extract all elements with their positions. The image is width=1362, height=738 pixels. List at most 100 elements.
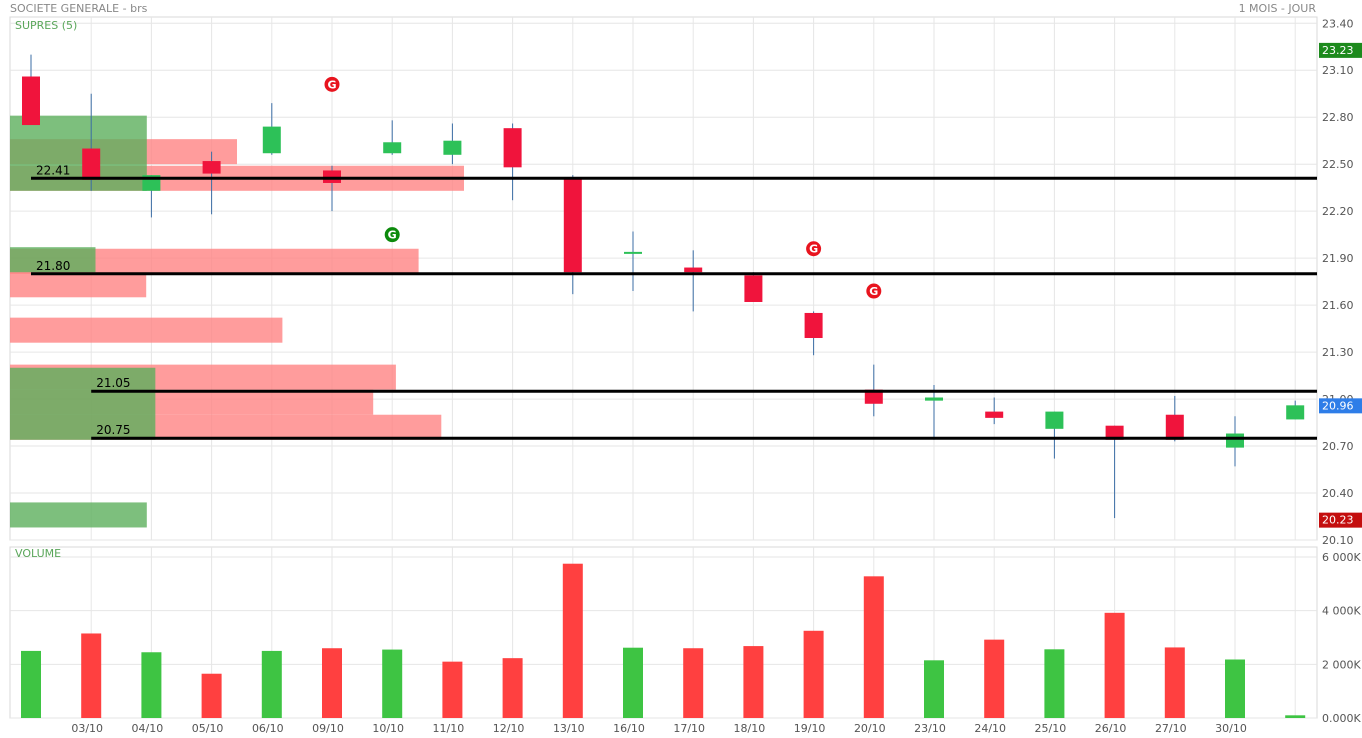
volume-bar — [924, 660, 944, 718]
price-tick-label: 20.10 — [1322, 534, 1354, 547]
volume-bar — [502, 658, 523, 718]
volume-bar — [683, 648, 704, 718]
volume-tick-label: 6 000K — [1322, 551, 1361, 564]
signal-marker — [866, 283, 882, 299]
date-tick-label: 17/10 — [673, 722, 705, 735]
price-levels: 22.41 21.80 21.05 20.75 — [31, 163, 1317, 440]
candle-body — [744, 275, 763, 302]
volume-panel-label: VOLUME — [15, 547, 61, 560]
price-grid — [9, 16, 1318, 541]
volume-tick-label: 0.000K — [1322, 712, 1361, 725]
volume-bar — [863, 576, 884, 718]
date-tick-label: 03/10 — [71, 722, 103, 735]
volume-tick-label: 2 000K — [1322, 658, 1361, 671]
date-tick-label: 11/10 — [433, 722, 465, 735]
candle-body — [383, 142, 402, 154]
candle-body — [804, 312, 823, 339]
price-tick-label: 23.40 — [1322, 17, 1354, 30]
date-tick-label: 30/10 — [1215, 722, 1247, 735]
date-axis: 03/10 04/10 05/10 06/10 09/10 10/10 11/10 12/10… — [71, 722, 1247, 735]
date-tick-label: 09/10 — [312, 722, 344, 735]
candle-body — [202, 161, 221, 174]
candle-body — [925, 397, 943, 401]
volume-bar — [1225, 659, 1245, 718]
date-tick-label: 10/10 — [372, 722, 404, 735]
volume-bar — [984, 639, 1005, 718]
price-tick-label: 23.10 — [1322, 64, 1354, 77]
volume-bar — [803, 630, 824, 718]
candle-body — [563, 178, 582, 273]
signal-label: G — [809, 243, 818, 256]
candle-body — [503, 128, 522, 168]
price-badge — [1319, 42, 1362, 58]
level-label: 21.80 — [36, 259, 70, 273]
price-badge-label: 20.96 — [1322, 399, 1354, 412]
volume-bar — [1104, 612, 1125, 718]
candle-body — [1165, 414, 1184, 440]
date-tick-label: 16/10 — [613, 722, 645, 735]
price-tick-label: 22.20 — [1322, 205, 1354, 218]
date-tick-label: 12/10 — [493, 722, 525, 735]
volume-bar — [743, 646, 764, 718]
candle-body — [624, 251, 642, 254]
level-label: 21.05 — [96, 376, 130, 390]
candle-body — [1045, 411, 1064, 429]
candlesticks — [22, 54, 1305, 519]
period-label[interactable]: 1 MOIS - JOUR — [1238, 2, 1316, 15]
candle-body — [684, 267, 703, 273]
price-badges: 23.23 20.96 20.23 — [1319, 42, 1362, 528]
price-panel-label: SUPRES (5) — [15, 19, 77, 32]
volume-bar — [1044, 649, 1065, 718]
date-tick-label: 25/10 — [1035, 722, 1067, 735]
signal-marker — [384, 227, 400, 243]
date-tick-label: 26/10 — [1095, 722, 1127, 735]
date-tick-label: 24/10 — [974, 722, 1006, 735]
volume-bar — [562, 563, 583, 718]
resistance-zone — [10, 317, 283, 343]
level-label: 22.41 — [36, 163, 70, 177]
date-tick-label: 23/10 — [914, 722, 946, 735]
volume-axis: 0.000K 2 000K 4 000K 6 000K — [1322, 551, 1361, 725]
volume-bar — [21, 650, 41, 718]
price-tick-label: 21.60 — [1322, 299, 1354, 312]
candle-body — [323, 170, 341, 183]
volume-bar — [442, 661, 463, 718]
date-tick-label: 20/10 — [854, 722, 886, 735]
volume-bars — [21, 563, 1306, 718]
signal-label: G — [388, 229, 397, 242]
volume-tick-label: 4 000K — [1322, 605, 1361, 618]
chart-title: SOCIETE GENERALE - brs — [10, 2, 148, 15]
candle-body — [82, 148, 101, 180]
candle-body — [22, 76, 40, 126]
date-tick-label: 18/10 — [734, 722, 766, 735]
price-tick-label: 20.70 — [1322, 440, 1354, 453]
price-badge — [1319, 398, 1362, 414]
volume-bar — [623, 647, 643, 718]
signal-label: G — [869, 285, 878, 298]
price-tick-label: 22.80 — [1322, 111, 1354, 124]
signal-marker — [806, 241, 822, 257]
candle-body — [443, 140, 462, 155]
volume-bar — [1285, 715, 1306, 718]
candle-body — [1226, 433, 1244, 448]
candle-body — [864, 389, 883, 404]
volume-bar — [261, 650, 282, 718]
candle-body — [985, 411, 1004, 418]
date-tick-label: 27/10 — [1155, 722, 1187, 735]
candle-body — [262, 126, 281, 154]
date-tick-label: 04/10 — [132, 722, 164, 735]
signal-label: G — [327, 78, 336, 91]
date-tick-label: 06/10 — [252, 722, 284, 735]
support-zone — [10, 247, 96, 273]
volume-bar — [1164, 647, 1185, 718]
price-badge-label: 23.23 — [1322, 44, 1354, 57]
price-tick-label: 20.40 — [1322, 487, 1354, 500]
candle-body — [1286, 405, 1305, 420]
price-badge — [1319, 512, 1362, 528]
volume-bar — [322, 648, 342, 718]
price-tick-label: 21.90 — [1322, 252, 1354, 265]
date-tick-label: 13/10 — [553, 722, 585, 735]
price-panel-frame — [9, 16, 1318, 541]
signals: G G G G — [324, 76, 882, 299]
